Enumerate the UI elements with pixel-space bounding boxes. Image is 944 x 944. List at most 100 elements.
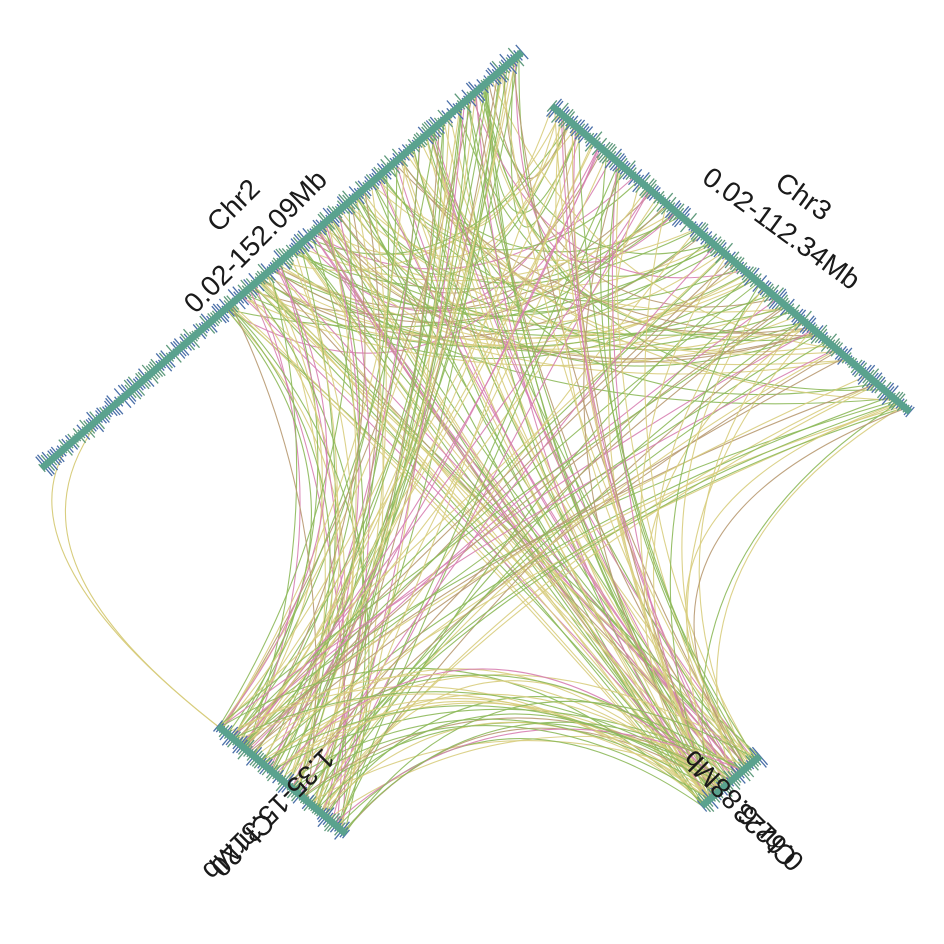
synteny-link xyxy=(228,305,370,833)
synteny-link xyxy=(218,309,791,727)
synteny-link xyxy=(643,324,809,803)
synteny-link xyxy=(308,287,766,803)
synteny-link xyxy=(316,713,720,810)
synteny-link xyxy=(271,700,710,801)
synteny-link xyxy=(336,212,710,332)
synteny-link xyxy=(290,305,787,789)
synteny-link xyxy=(686,328,814,791)
synteny-link xyxy=(231,329,814,739)
synteny-link xyxy=(320,721,710,814)
synteny-link xyxy=(242,224,361,748)
synteny-link xyxy=(370,182,789,313)
synteny-link xyxy=(225,245,717,328)
synteny-link xyxy=(286,229,697,785)
synteny-link xyxy=(644,203,756,761)
synteny-link xyxy=(320,131,583,814)
synteny-link xyxy=(288,253,355,807)
synteny-link xyxy=(701,401,900,799)
synteny-link xyxy=(51,444,225,732)
synteny-link xyxy=(487,81,777,308)
chr3-bar xyxy=(549,103,913,415)
synteny-link xyxy=(275,668,726,787)
synteny-link xyxy=(395,161,741,774)
synteny-link xyxy=(484,84,726,787)
synteny-link xyxy=(432,129,728,785)
synteny-link xyxy=(315,319,803,809)
synteny-link xyxy=(333,728,743,825)
synteny-link xyxy=(379,174,640,251)
synteny-link xyxy=(640,255,728,792)
synteny-link xyxy=(228,674,723,790)
synteny-link xyxy=(716,405,904,781)
chromosome-bars xyxy=(39,49,913,837)
synteny-link xyxy=(248,356,846,753)
synteny-link xyxy=(271,708,745,772)
synteny-link xyxy=(291,725,710,800)
synteny-link xyxy=(242,383,878,748)
synteny-link xyxy=(337,167,625,828)
synteny-link xyxy=(218,253,725,728)
synteny-link xyxy=(320,113,562,256)
synteny-link xyxy=(375,178,697,261)
synteny-link xyxy=(231,129,580,739)
synteny-link xyxy=(65,414,225,732)
synteny-link xyxy=(287,80,490,786)
synteny-link xyxy=(230,304,317,802)
synteny-link xyxy=(259,278,739,776)
synteny-link xyxy=(232,691,728,785)
synteny-link xyxy=(337,738,703,828)
synteny-link xyxy=(299,245,716,796)
synteny-link xyxy=(219,667,705,805)
synteny-link xyxy=(234,374,868,741)
synteny-link xyxy=(219,348,837,729)
synteny-link xyxy=(510,58,580,228)
synteny-link xyxy=(285,718,718,794)
chr2-bar xyxy=(39,49,525,471)
synteny-link xyxy=(274,265,850,366)
synteny-link xyxy=(346,203,840,356)
synteny-link xyxy=(242,293,773,348)
synteny-link xyxy=(264,274,786,350)
synteny-link xyxy=(272,64,509,773)
synteny-link xyxy=(669,283,761,799)
synteny-link xyxy=(246,200,366,751)
synteny-link xyxy=(428,132,709,802)
synteny-link xyxy=(260,698,714,797)
synteny-link xyxy=(237,273,323,744)
synteny-link xyxy=(234,258,732,741)
synteny-link xyxy=(221,94,473,730)
synteny-link xyxy=(306,238,806,336)
synteny-link xyxy=(471,95,745,279)
synteny-link xyxy=(685,402,900,764)
synteny-link xyxy=(425,134,877,395)
synteny-link xyxy=(240,146,600,746)
synteny-link xyxy=(278,98,469,778)
synteny-link xyxy=(607,163,757,760)
synteny-link xyxy=(315,182,387,809)
synteny-link xyxy=(296,246,704,806)
synteny-links xyxy=(51,54,906,834)
synteny-link xyxy=(261,705,726,787)
synteny-link xyxy=(260,277,756,360)
synteny-link xyxy=(227,306,331,772)
synteny-link xyxy=(219,265,328,729)
synteny-link xyxy=(611,161,713,798)
synteny-link xyxy=(337,274,751,828)
synteny-link xyxy=(225,308,312,735)
synteny-link xyxy=(276,405,904,777)
synteny-link xyxy=(473,93,738,777)
chr20-bar xyxy=(215,723,349,837)
synteny-link xyxy=(562,115,716,796)
synteny-link xyxy=(583,164,719,793)
synteny-link xyxy=(243,292,341,773)
synteny-link xyxy=(653,287,765,800)
synteny-link xyxy=(242,282,759,748)
synteny-link xyxy=(300,406,905,797)
synteny-link xyxy=(221,152,407,730)
synteny-link xyxy=(273,266,712,799)
synteny-link xyxy=(239,261,319,745)
chr23-bar xyxy=(699,753,763,809)
synteny-link xyxy=(317,228,721,791)
